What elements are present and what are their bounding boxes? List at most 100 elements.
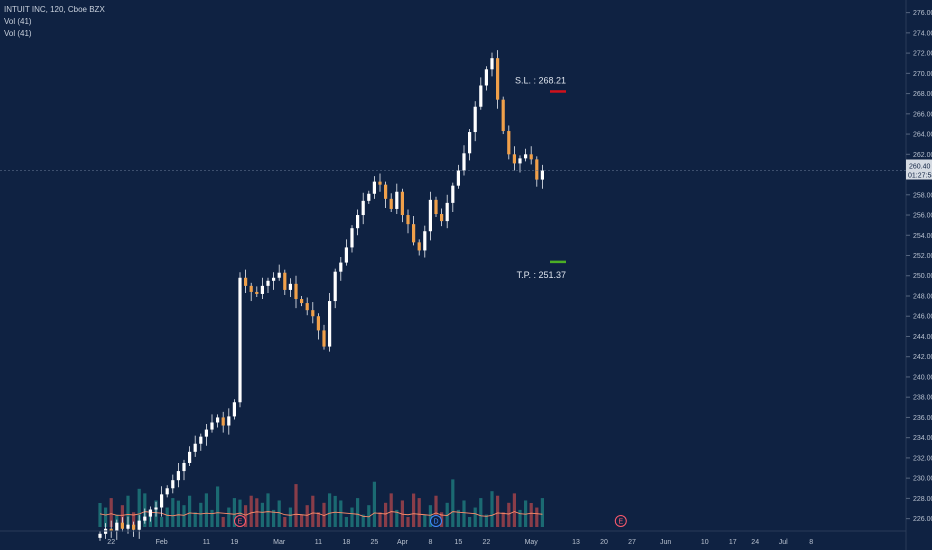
- price-tick-label: 258.00: [913, 192, 932, 199]
- candle-body: [518, 158, 522, 164]
- volume-bar: [406, 517, 410, 527]
- candle-body: [126, 524, 130, 529]
- volume-bar: [182, 505, 186, 527]
- volume-bar: [445, 502, 449, 527]
- volume-bar: [283, 517, 287, 527]
- time-tick-label: 11: [315, 539, 322, 546]
- volume-bar: [255, 498, 259, 527]
- candle-body: [221, 417, 225, 426]
- volume-indicator-label-2[interactable]: Vol (41): [4, 29, 32, 38]
- countdown-label: 01:27:58: [908, 173, 932, 180]
- volume-bar: [126, 495, 130, 527]
- candle-body: [300, 299, 304, 304]
- price-tick-label: 250.00: [913, 273, 932, 280]
- event-marker: [234, 515, 246, 527]
- price-tick-label: 228.00: [913, 496, 932, 503]
- candle-body: [305, 303, 309, 311]
- time-axis[interactable]: 22 Feb 11 19 Mar 11 18 25 Apr 8 15 22 May 13 20 27 Jun 10…: [0, 530, 906, 546]
- event-letter: D: [433, 519, 438, 526]
- candle-body: [417, 242, 421, 251]
- candle-body: [232, 402, 236, 417]
- volume-bar: [451, 479, 455, 527]
- candle-body: [412, 224, 416, 243]
- candle-body: [384, 184, 388, 199]
- volume-bar: [501, 512, 505, 527]
- candle-body: [501, 99, 505, 132]
- volume-bar: [188, 495, 192, 527]
- candle-body: [473, 106, 477, 133]
- volume-bar: [98, 503, 102, 527]
- volume-bar: [412, 493, 416, 527]
- volume-bar: [216, 486, 220, 527]
- candle-body: [484, 69, 488, 86]
- volume-bar: [109, 498, 113, 527]
- volume-bar: [484, 514, 488, 527]
- candle-body: [160, 494, 164, 508]
- candle-body: [272, 277, 276, 281]
- candle-body: [468, 132, 472, 154]
- time-tick-label: 22: [107, 539, 115, 546]
- event-marker: [430, 515, 442, 527]
- price-tick-label: 266.00: [913, 111, 932, 118]
- volume-bar: [199, 502, 203, 527]
- time-tick-label: 11: [203, 539, 210, 546]
- volume-indicator-label[interactable]: Vol (41): [4, 17, 32, 26]
- volume-bar: [423, 514, 427, 527]
- time-tick-label: Jun: [660, 539, 671, 546]
- price-tick-label: 236.00: [913, 415, 932, 422]
- volume-bar: [490, 491, 494, 527]
- candle-body: [154, 507, 158, 510]
- price-tick-label: 238.00: [913, 395, 932, 402]
- volume-bar: [232, 498, 236, 527]
- candle-body: [115, 522, 119, 531]
- candle-body: [176, 471, 180, 481]
- candle-body: [238, 277, 242, 403]
- volume-bar: [361, 514, 365, 527]
- volume-bar: [540, 498, 544, 527]
- volume-bar: [367, 505, 371, 527]
- candle-body: [165, 488, 169, 495]
- volume-bar: [372, 481, 376, 527]
- time-tick-label: 18: [343, 539, 351, 546]
- candle-body: [266, 280, 270, 286]
- volume-bar: [518, 509, 522, 527]
- volume-bar: [104, 507, 108, 527]
- candle-body: [283, 272, 287, 290]
- volume-bar: [356, 498, 360, 527]
- time-tick-label: Apr: [397, 539, 409, 546]
- volume-bar: [305, 505, 309, 527]
- candle-body: [328, 301, 332, 347]
- volume-bar: [322, 502, 326, 527]
- time-tick-label: 17: [729, 539, 737, 546]
- candle-body: [529, 154, 533, 160]
- candle-body: [540, 170, 544, 180]
- candle-body: [255, 291, 259, 294]
- volume-bar: [294, 484, 298, 527]
- candle-body: [445, 202, 449, 222]
- candle-body: [406, 215, 410, 225]
- volume-bar: [344, 517, 348, 527]
- volume-bar: [165, 507, 169, 527]
- time-tick-label: 25: [371, 539, 379, 546]
- price-tick-label: 242.00: [913, 354, 932, 361]
- candle-body: [378, 181, 382, 185]
- volume-bar: [456, 509, 460, 527]
- stop-loss-label: S.L. : 268.21: [515, 75, 566, 85]
- time-tick-label: Feb: [156, 539, 168, 546]
- candle-body: [216, 417, 220, 423]
- candle-body: [182, 462, 186, 472]
- volume-bar: [529, 503, 533, 527]
- time-tick-label: 22: [483, 539, 491, 546]
- time-tick-label: 8: [809, 539, 813, 546]
- volume-bar: [244, 505, 248, 527]
- candle-body: [143, 516, 147, 521]
- price-tick-label: 254.00: [913, 233, 932, 240]
- candle-body: [344, 247, 348, 263]
- volume-bar: [524, 500, 528, 527]
- price-tick-label: 226.00: [913, 516, 932, 523]
- event-letter: E: [238, 519, 243, 526]
- candle-body: [120, 522, 124, 529]
- candle-body: [451, 185, 455, 203]
